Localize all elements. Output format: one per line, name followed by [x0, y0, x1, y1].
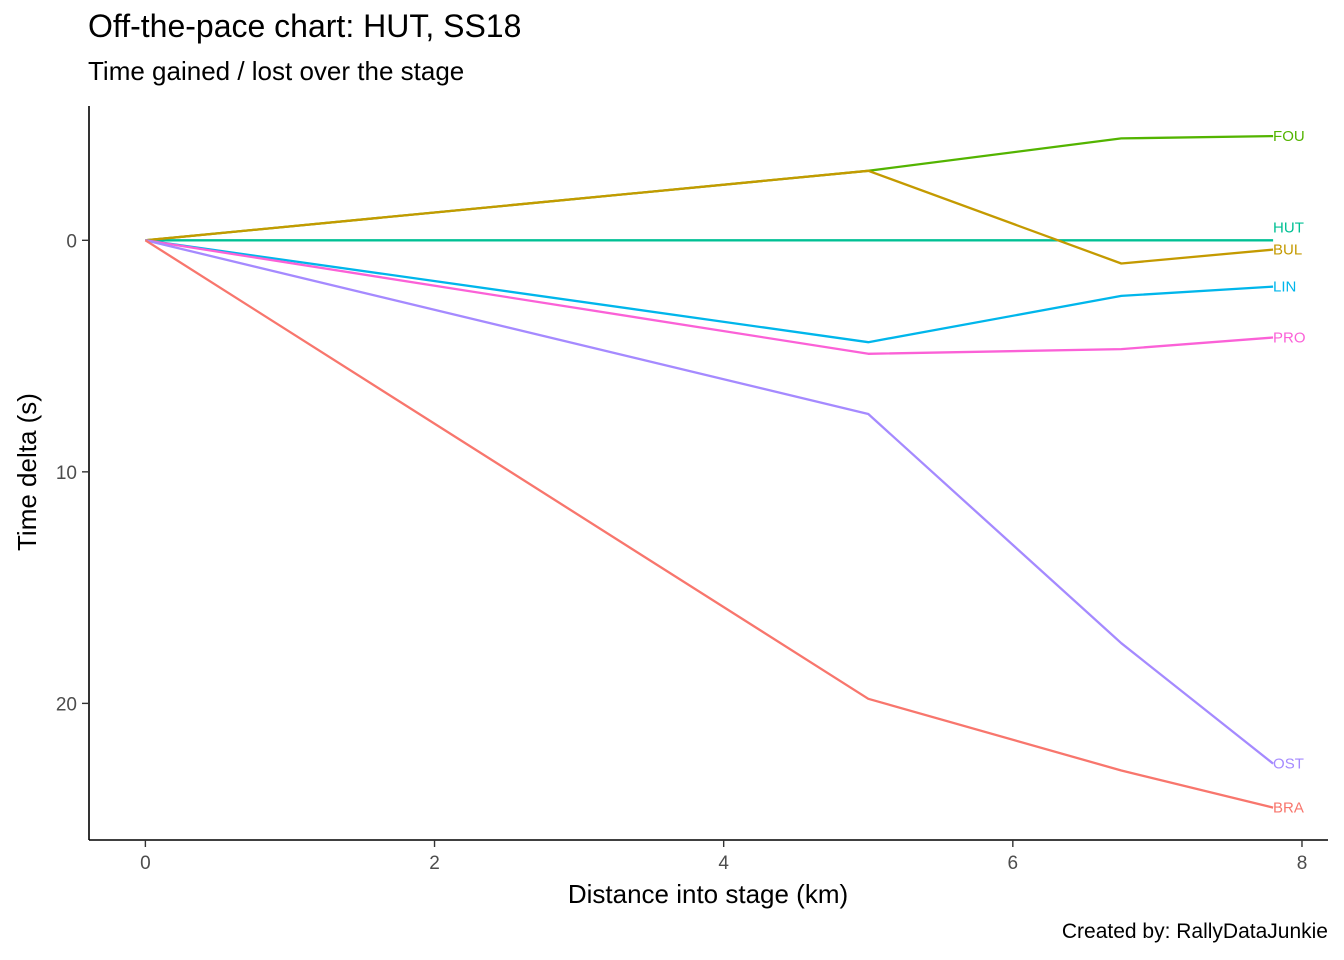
y-tick-label: 10 [56, 463, 77, 484]
end-label-layer: FOU HUT BUL LIN PRO OST BRA [1273, 128, 1306, 816]
chart-caption: Created by: RallyDataJunkie [1061, 920, 1328, 943]
end-label-ost: OST [1273, 756, 1304, 773]
x-tick-label: 4 [718, 853, 729, 874]
series-line-lin [145, 239, 1274, 344]
axis-layer [88, 106, 1328, 841]
end-label-pro: PRO [1273, 330, 1306, 347]
series-line-bul [145, 169, 1274, 265]
series-line-pro [145, 239, 1274, 355]
x-tick-label: 6 [1008, 853, 1019, 874]
series-layer [144, 134, 1274, 809]
end-label-bra: BRA [1273, 800, 1304, 817]
y-tick-label: 0 [66, 231, 77, 252]
end-label-lin: LIN [1273, 279, 1296, 296]
end-label-hut: HUT [1273, 219, 1304, 236]
chart-subtitle: Time gained / lost over the stage [88, 56, 465, 86]
end-label-bul: BUL [1273, 242, 1302, 259]
y-tick-label: 20 [56, 694, 77, 715]
x-tick-label: 0 [140, 853, 151, 874]
series-line-ost [145, 239, 1274, 765]
end-label-fou: FOU [1273, 128, 1305, 145]
chart-title: Off-the-pace chart: HUT, SS18 [88, 8, 522, 44]
tick-layer: 0 2 4 6 8 0 10 20 [56, 231, 1307, 874]
x-tick-label: 8 [1297, 853, 1308, 874]
x-tick-label: 2 [429, 853, 440, 874]
y-axis-title: Time delta (s) [12, 393, 42, 551]
series-line-bra [144, 239, 1274, 809]
x-axis-title: Distance into stage (km) [568, 879, 848, 909]
